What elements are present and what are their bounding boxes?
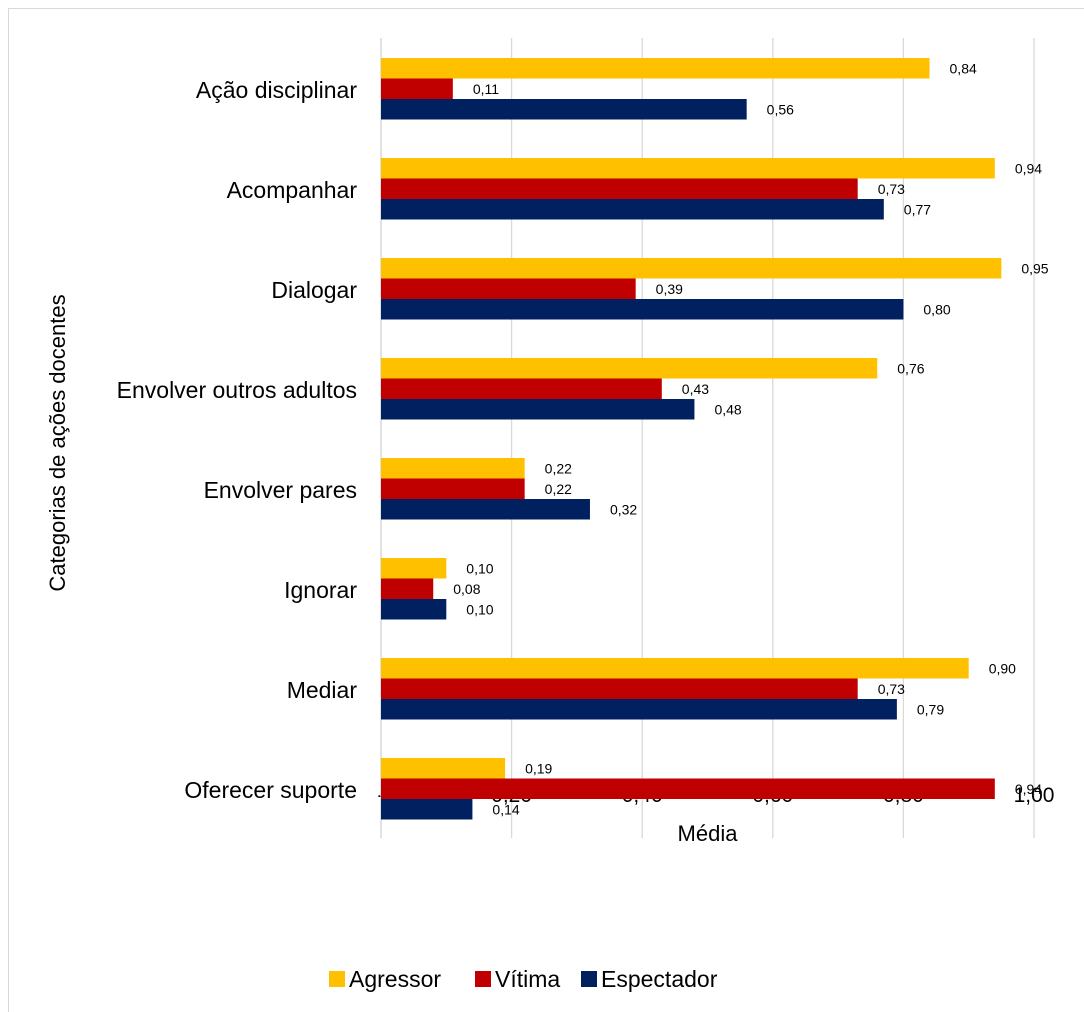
bar-vítima	[381, 678, 858, 699]
x-tick-label: 1,00	[1014, 784, 1055, 807]
data-label: 0,80	[923, 301, 950, 317]
category-label: Dialogar	[271, 277, 357, 303]
data-label: 0,32	[610, 501, 637, 517]
bar-vítima	[381, 378, 662, 399]
bar-agressor	[381, 258, 1002, 279]
data-label: 0,76	[897, 360, 924, 376]
data-label: 0,79	[917, 701, 944, 717]
data-label: 0,10	[466, 560, 493, 576]
bar-vítima	[381, 178, 858, 199]
category-label: Mediar	[287, 677, 358, 703]
x-axis-title: Média	[678, 821, 739, 846]
data-label: 0,48	[714, 401, 741, 417]
bar-vítima	[381, 778, 995, 799]
bar-espectador	[381, 99, 747, 120]
data-label: 0,84	[950, 60, 977, 76]
data-label: 0,08	[453, 581, 480, 597]
legend-label: Vítima	[495, 966, 560, 992]
legend-label: Agressor	[349, 966, 441, 992]
bar-espectador	[381, 699, 897, 720]
bar-vítima	[381, 78, 453, 99]
data-label: 0,56	[767, 101, 794, 117]
bar-vítima	[381, 578, 434, 599]
legend-swatch-vítima	[475, 971, 491, 987]
bar-espectador	[381, 799, 473, 820]
category-label: Acompanhar	[227, 177, 358, 203]
legend-label: Espectador	[601, 966, 718, 992]
data-label: 0,43	[682, 381, 709, 397]
chart-frame	[8, 8, 1084, 1012]
data-label: 0,22	[545, 481, 572, 497]
data-label: 0,19	[525, 760, 552, 776]
data-label: 0,73	[878, 681, 905, 697]
data-label: 0,14	[492, 801, 519, 817]
y-axis-title: Categorias de ações docentes	[45, 294, 70, 591]
data-label: 0,95	[1021, 260, 1048, 276]
category-label: Envolver outros adultos	[117, 377, 357, 403]
bar-espectador	[381, 399, 695, 420]
category-label: Oferecer suporte	[184, 777, 357, 803]
bar-espectador	[381, 299, 904, 320]
bar-espectador	[381, 199, 884, 220]
bar-agressor	[381, 758, 506, 779]
category-label: Envolver pares	[204, 477, 357, 503]
bar-agressor	[381, 558, 447, 579]
legend-swatch-espectador	[581, 971, 597, 987]
data-label: 0,77	[904, 201, 931, 217]
bar-agressor	[381, 358, 878, 379]
bar-vítima	[381, 278, 636, 299]
data-label: 0,39	[656, 281, 683, 297]
legend-swatch-agressor	[329, 971, 345, 987]
bar-vítima	[381, 478, 525, 499]
bar-agressor	[381, 58, 930, 79]
bar-espectador	[381, 499, 590, 520]
data-label: 0,90	[989, 660, 1016, 676]
bar-agressor	[381, 158, 995, 179]
data-label: 0,94	[1015, 160, 1042, 176]
bar-espectador	[381, 599, 447, 620]
data-label: 0,10	[466, 601, 493, 617]
data-label: 0,22	[545, 460, 572, 476]
category-label: Ação disciplinar	[196, 77, 357, 103]
data-label: 0,11	[473, 81, 499, 97]
data-label: 0,94	[1015, 781, 1042, 797]
bar-agressor	[381, 458, 525, 479]
data-label: 0,73	[878, 181, 905, 197]
category-label: Ignorar	[284, 577, 357, 603]
bar-agressor	[381, 658, 969, 679]
